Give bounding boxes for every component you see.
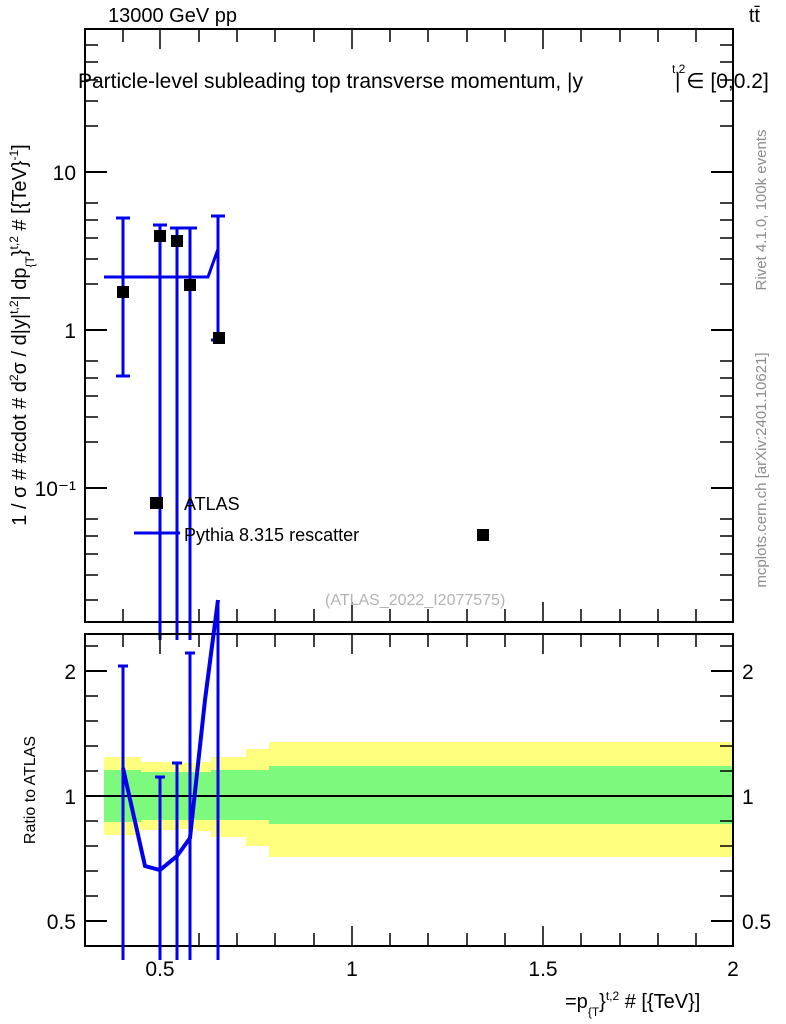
main-panel: Particle-level subleading top transverse… <box>35 28 769 640</box>
svg-text:mcplots.cern.ch [arXiv:2401.10: mcplots.cern.ch [arXiv:2401.10621] <box>753 352 770 587</box>
ylab-part3: σ / d|y| <box>9 314 31 375</box>
data-marker <box>184 279 196 291</box>
ylab-part9: # [{TeV} <box>9 160 31 236</box>
ratio-line <box>121 599 220 873</box>
ylab-part7: } <box>9 249 31 256</box>
ylab-part10: -1 <box>7 150 21 161</box>
ratio-y-ticks <box>85 670 733 922</box>
main-ytick-label-1: 1 <box>64 320 76 343</box>
analysis-watermark: (ATLAS_2022_I2077575) <box>325 592 505 609</box>
ylab-part11: ] <box>9 144 31 150</box>
xtick-label-1p5: 1.5 <box>528 958 557 981</box>
main-panel-frame <box>84 28 734 623</box>
ylab-part6: {T <box>23 255 37 267</box>
mcplots-source-text: mcplots.cern.ch [arXiv:2401.10621] <box>753 352 770 587</box>
xlab-part4: t,2 <box>606 989 620 1003</box>
plot-title-main: Particle-level subleading top transverse… <box>78 70 584 93</box>
ratio-panel-frame <box>84 633 734 947</box>
ratio-error-bars <box>118 600 220 960</box>
ratio-ytick-label-right-2: 2 <box>742 661 754 684</box>
svg-text:1 / σ # #cdot # d2σ / d|y|t,2|: 1 / σ # #cdot # d2σ / d|y|t,2| dp{T}t,2 … <box>7 144 37 525</box>
header-left-beam: 13000 GeV pp <box>108 5 237 27</box>
ratio-ytick-label-2: 2 <box>64 661 76 684</box>
ratio-ytick-label-0p5: 0.5 <box>47 911 76 934</box>
main-ytick-label-0p1: 10⁻¹ <box>35 478 76 501</box>
ylab-part1: 1 / σ # #cdot # d <box>9 381 31 526</box>
ratio-x-top-ticks <box>122 634 697 654</box>
main-y-ticks <box>85 171 733 489</box>
ylab-part5: | dp <box>9 268 31 301</box>
rivet-version-text: Rivet 4.1.0, 100k events <box>753 130 770 291</box>
mc-error-bars <box>116 214 225 640</box>
data-markers <box>117 230 489 541</box>
ylab-part2: 2 <box>7 374 21 381</box>
data-marker <box>171 235 183 247</box>
xtick-label-1: 1 <box>346 958 358 981</box>
ratio-ytick-label-right-1: 1 <box>742 786 754 809</box>
mc-step-line <box>104 248 220 279</box>
xlab-part3: } <box>599 991 606 1013</box>
main-x-top-ticks <box>122 29 697 49</box>
data-marker <box>117 286 129 298</box>
ratio-y-minor-ticks <box>85 645 733 897</box>
main-ytick-label-10: 10 <box>53 162 76 185</box>
main-y-minor-ticks <box>85 44 733 601</box>
data-marker <box>154 230 166 242</box>
ratio-y-axis-label: Ratio to ATLAS <box>22 736 39 844</box>
legend: ATLAS Pythia 8.315 rescatter <box>134 494 359 545</box>
xlab-part5: # [{TeV}] <box>619 991 700 1013</box>
xlab-part2: {T <box>588 1005 600 1019</box>
data-marker <box>213 332 225 344</box>
legend-label-atlas: ATLAS <box>184 494 240 514</box>
ylab-part4: t,2 <box>7 300 21 314</box>
main-y-axis-label: 1 / σ # #cdot # d2σ / d|y|t,2| dp{T}t,2 … <box>7 144 37 525</box>
ratio-ytick-label-1: 1 <box>64 786 76 809</box>
data-marker <box>477 529 489 541</box>
plot-title-tail: | ∈ [0,0.2] <box>675 70 769 93</box>
svg-text:Rivet 4.1.0, 100k events: Rivet 4.1.0, 100k events <box>753 130 770 291</box>
plot-title: Particle-level subleading top transverse… <box>78 62 769 93</box>
svg-text:Ratio to ATLAS: Ratio to ATLAS <box>22 736 39 844</box>
legend-label-pythia: Pythia 8.315 rescatter <box>184 525 359 545</box>
ratio-x-bottom-ticks <box>122 926 697 946</box>
ylab-part8: t,2 <box>7 236 21 250</box>
ratio-panel: 2 1 0.5 2 1 0.5 <box>47 599 771 960</box>
legend-marker-atlas <box>151 497 163 509</box>
header-right-process: tt̄ <box>749 5 761 27</box>
ratio-ytick-label-right-0p5: 0.5 <box>742 911 771 934</box>
xtick-label-2: 2 <box>727 958 739 981</box>
main-x-axis-label: =p{T}t,2 # [{TeV}] <box>565 989 700 1019</box>
xtick-label-0p5: 0.5 <box>145 958 174 981</box>
plot-title-superscript: t,2 <box>672 62 686 76</box>
xlab-part1: =p <box>565 991 588 1013</box>
